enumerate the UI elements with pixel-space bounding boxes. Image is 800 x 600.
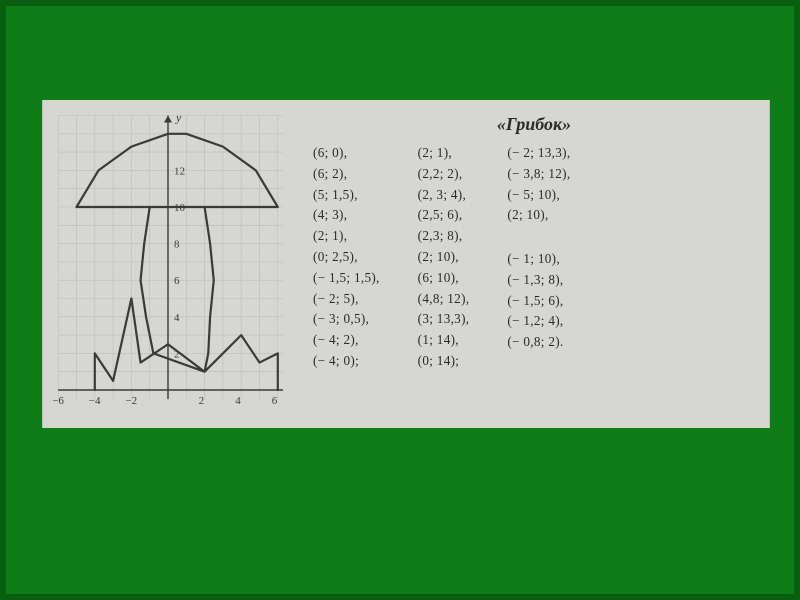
coord-point: (1; 14),: [418, 332, 470, 348]
coord-columns: (6; 0), (6; 2), (5; 1,5), (4; 3), (2; 1), (0;…: [313, 145, 755, 369]
coord-point: (6; 0),: [313, 145, 380, 161]
coord-col-1: (6; 0), (6; 2), (5; 1,5), (4; 3), (2; 1), (0;…: [313, 145, 380, 369]
coord-col-2: (2; 1), (2,2; 2), (2, 3; 4), (2,5; 6), (2,3;…: [418, 145, 470, 369]
coord-point: (− 1,3; 8),: [507, 272, 570, 288]
coord-point: (− 4; 2),: [313, 332, 380, 348]
coord-point: (− 5; 10),: [507, 187, 570, 203]
svg-text:−2: −2: [125, 395, 137, 407]
coord-point: (2; 10),: [507, 207, 570, 223]
column-gap: [507, 228, 570, 246]
coord-point: (2,3; 8),: [418, 228, 470, 244]
coord-point: (− 2; 5),: [313, 291, 380, 307]
svg-text:12: 12: [174, 165, 185, 177]
chart-area: 24681012−6−4−2246yx: [53, 110, 283, 420]
svg-text:y: y: [175, 111, 182, 125]
svg-text:6: 6: [272, 395, 278, 407]
coord-point: (4,8; 12),: [418, 291, 470, 307]
coord-point: (− 1,2; 4),: [507, 313, 570, 329]
scanned-paper: 24681012−6−4−2246yx «Грибок» (6; 0),(6; …: [42, 100, 770, 428]
coord-point: (− 1; 10),: [507, 251, 570, 267]
slide-stage: 24681012−6−4−2246yx «Грибок» (6; 0),(6; …: [0, 0, 800, 600]
coord-point: (2; 10),: [418, 249, 470, 265]
coords-area: «Грибок» (6; 0),(6; 2),(5; 1,5),(4; 3),(…: [283, 110, 755, 420]
svg-text:6: 6: [174, 275, 180, 287]
coord-point: (0; 14);: [418, 353, 470, 369]
svg-text:−6: −6: [53, 395, 64, 407]
coord-point: (− 2; 13,3),: [507, 145, 570, 161]
svg-text:4: 4: [174, 312, 180, 324]
coord-point: (6; 2),: [313, 166, 380, 182]
coord-point: (2; 1),: [313, 228, 380, 244]
svg-text:2: 2: [199, 395, 205, 407]
paper-inner: 24681012−6−4−2246yx «Грибок» (6; 0),(6; …: [43, 100, 769, 428]
coord-point: (− 0,8; 2).: [507, 334, 570, 350]
svg-text:−4: −4: [89, 395, 101, 407]
coord-point: (− 1,5; 1,5),: [313, 270, 380, 286]
coord-point: (6; 10),: [418, 270, 470, 286]
coord-point: (2, 3; 4),: [418, 187, 470, 203]
mushroom-chart: 24681012−6−4−2246yx: [53, 110, 283, 418]
coord-point: (2; 1),: [418, 145, 470, 161]
coord-point: (− 1,5; 6),: [507, 293, 570, 309]
coord-point: (− 3,8; 12),: [507, 166, 570, 182]
svg-text:4: 4: [235, 395, 241, 407]
coord-col-3: (− 2; 13,3), (− 3,8; 12), (− 5; 10), (2; 10…: [507, 145, 570, 369]
coord-point: (− 4; 0);: [313, 353, 380, 369]
coord-point: (0; 2,5),: [313, 249, 380, 265]
figure-title: «Грибок»: [313, 114, 755, 135]
svg-text:8: 8: [174, 239, 180, 251]
coord-point: (2,2; 2),: [418, 166, 470, 182]
coord-point: (− 3; 0,5),: [313, 311, 380, 327]
coord-point: (4; 3),: [313, 207, 380, 223]
coord-point: (5; 1,5),: [313, 187, 380, 203]
coord-point: (3; 13,3),: [418, 311, 470, 327]
coord-point: (2,5; 6),: [418, 207, 470, 223]
